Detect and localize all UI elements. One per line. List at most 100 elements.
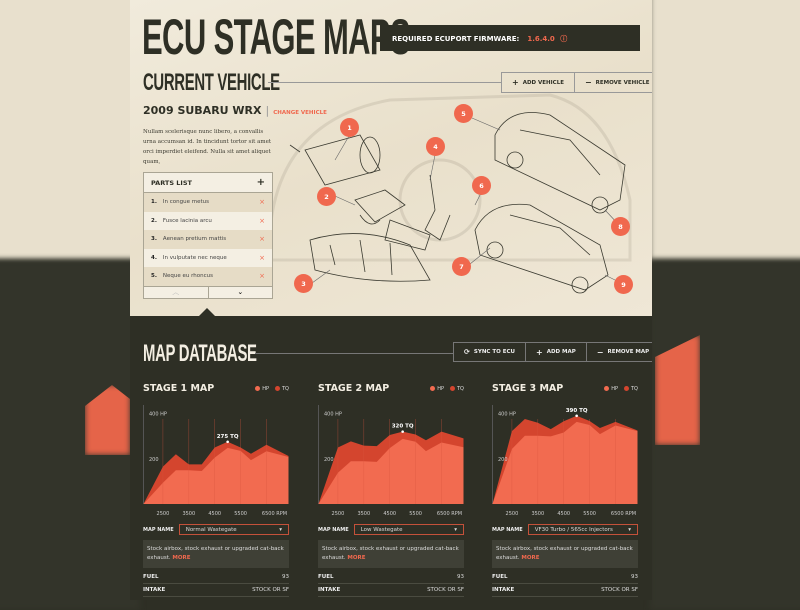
legend-item-tq: TQ	[275, 386, 289, 392]
map-name-select[interactable]: VF30 Turbo / 565cc Injectors ▾	[527, 524, 638, 535]
fuel-row: FUEL 93	[492, 571, 638, 584]
remove-part-x-icon[interactable]: ×	[259, 235, 265, 244]
parts-list: PARTS LIST + 1. In congue metus × 2. Fusce la…	[143, 172, 273, 299]
x-tick-label: 3500	[182, 511, 195, 517]
part-label: In vulputate nec neque	[162, 254, 227, 261]
section-notch	[199, 308, 215, 316]
dropdown-caret-icon: ▾	[279, 526, 282, 533]
part-marker-9[interactable]: 9	[614, 275, 633, 294]
vehicle-illustration	[268, 93, 632, 294]
change-vehicle-link[interactable]: CHANGE VEHICLE	[273, 110, 327, 116]
map-name-select[interactable]: Low Wastegate ▾	[353, 524, 464, 535]
parts-list-item[interactable]: 4. In vulputate nec neque ×	[144, 249, 272, 268]
intake-value: STOCK OR SF	[252, 587, 289, 593]
downpipe-icon	[354, 189, 406, 225]
peak-point	[575, 414, 578, 418]
map-name-value: VF30 Turbo / 565cc Injectors	[534, 526, 613, 533]
remove-part-x-icon[interactable]: ×	[259, 216, 265, 225]
remove-vehicle-button[interactable]: − REMOVE VEHICLE	[575, 73, 652, 92]
parts-list-item[interactable]: 2. Fusce lacinia arcu ×	[144, 212, 272, 231]
description-text: Stock airbox, stock exhaust or upgraded …	[496, 546, 633, 561]
part-marker-7[interactable]: 7	[452, 257, 471, 276]
legend-label: TQ	[457, 386, 464, 392]
map-name-row: MAP NAME Low Wastegate ▾	[318, 524, 464, 535]
parts-list-item[interactable]: 3. Aenean pretium mattis ×	[144, 230, 272, 249]
stage-title: STAGE 3 MAP	[492, 383, 564, 394]
x-tick-label: 4500	[557, 511, 570, 517]
sync-to-ecu-button[interactable]: ⟳ SYNC TO ECU	[454, 343, 526, 361]
remove-part-x-icon[interactable]: ×	[259, 272, 265, 281]
peak-annotation: 390 TQ	[566, 408, 588, 414]
part-number: 2.	[151, 217, 157, 224]
part-label: Fusce lacinia arcu	[162, 217, 212, 224]
current-vehicle-heading: CURRENT VEHICLE	[143, 69, 280, 96]
part-marker-3[interactable]: 3	[294, 274, 313, 293]
stage-title: STAGE 2 MAP	[318, 383, 390, 394]
fuel-value: 93	[631, 574, 638, 580]
remove-map-button[interactable]: − REMOVE MAP	[587, 343, 652, 361]
sync-label: SYNC TO ECU	[473, 349, 515, 355]
legend-label: HP	[262, 386, 269, 392]
map-description: Stock airbox, stock exhaust or upgraded …	[492, 540, 638, 568]
fuel-row: FUEL 93	[318, 571, 464, 584]
parts-list-item[interactable]: 5. Neque eu rhoncus ×	[144, 267, 272, 286]
x-tick-label: 6500 RPM	[611, 511, 636, 517]
scroll-up-chevron-icon[interactable]: ︿	[144, 286, 209, 298]
map-name-value: Low Wastegate	[360, 526, 403, 533]
firmware-version: 1.6.4.0	[527, 35, 555, 43]
part-marker-8[interactable]: 8	[611, 217, 630, 236]
page-title: ECU STAGE MAPS	[142, 9, 411, 65]
map-description: Stock airbox, stock exhaust or upgraded …	[143, 540, 289, 568]
firmware-label: REQUIRED ECUPORT FIRMWARE:	[392, 35, 520, 43]
part-marker-4[interactable]: 4	[426, 137, 445, 156]
intake-label: INTAKE	[318, 587, 341, 593]
parts-list-item[interactable]: 1. In congue metus ×	[144, 193, 272, 212]
add-map-button[interactable]: + ADD MAP	[526, 343, 587, 361]
part-number: 3.	[151, 236, 157, 243]
intake-row: INTAKE STOCK OR SF	[143, 584, 289, 597]
area-chart: 200 400 HP 2500 3500 4500 5500 6500 RPM 275 TQ	[143, 405, 289, 517]
minus-icon: −	[596, 347, 604, 357]
intake-label: INTAKE	[492, 587, 515, 593]
legend-label: HP	[437, 386, 444, 392]
scroll-down-chevron-icon[interactable]: ⌄	[237, 287, 244, 296]
remove-map-label: REMOVE MAP	[607, 349, 650, 355]
add-part-plus-icon[interactable]: +	[256, 177, 265, 188]
more-link[interactable]: MORE	[172, 555, 191, 561]
part-number: 1.	[151, 199, 157, 206]
plus-icon: +	[535, 347, 543, 357]
part-marker-1[interactable]: 1	[340, 118, 359, 137]
peak-annotation: 275 TQ	[217, 434, 239, 440]
more-link[interactable]: MORE	[521, 555, 540, 561]
part-marker-5[interactable]: 5	[454, 104, 473, 123]
vehicle-name-row: 2009 SUBARU WRX | CHANGE VEHICLE	[143, 104, 327, 117]
legend-item-hp: HP	[430, 386, 444, 392]
info-circle-icon[interactable]: ⓘ	[560, 35, 568, 43]
part-marker-6[interactable]: 6	[472, 176, 491, 195]
map-name-select[interactable]: Normal Wastegate ▾	[178, 524, 289, 535]
legend-item-hp: HP	[604, 386, 618, 392]
add-vehicle-button[interactable]: + ADD VEHICLE	[502, 73, 575, 92]
legend-item-tq: TQ	[450, 386, 464, 392]
firmware-banner: REQUIRED ECUPORT FIRMWARE: 1.6.4.0 ⓘ	[380, 25, 640, 51]
x-tick-label: 6500 RPM	[262, 511, 287, 517]
ghost-car-icon	[268, 93, 632, 262]
remove-part-x-icon[interactable]: ×	[259, 198, 265, 207]
background-left	[0, 0, 140, 260]
map-name-label: MAP NAME	[143, 526, 174, 533]
sync-icon: ⟳	[464, 348, 470, 356]
x-tick-label: 6500 RPM	[437, 511, 462, 517]
catalytic-icon	[384, 174, 451, 251]
x-tick-label: 2500	[332, 511, 345, 517]
fuel-value: 93	[457, 574, 464, 580]
more-link[interactable]: MORE	[347, 555, 366, 561]
part-label: Neque eu rhoncus	[162, 273, 214, 280]
remove-part-x-icon[interactable]: ×	[259, 253, 265, 262]
y-tick-label: 400 HP	[498, 412, 516, 418]
x-tick-label: 5500	[234, 511, 247, 517]
background-right	[650, 0, 800, 260]
dropdown-caret-icon: ▾	[628, 526, 631, 533]
background-right-chart	[655, 335, 700, 445]
x-tick-label: 4500	[383, 511, 396, 517]
part-marker-2[interactable]: 2	[317, 187, 336, 206]
